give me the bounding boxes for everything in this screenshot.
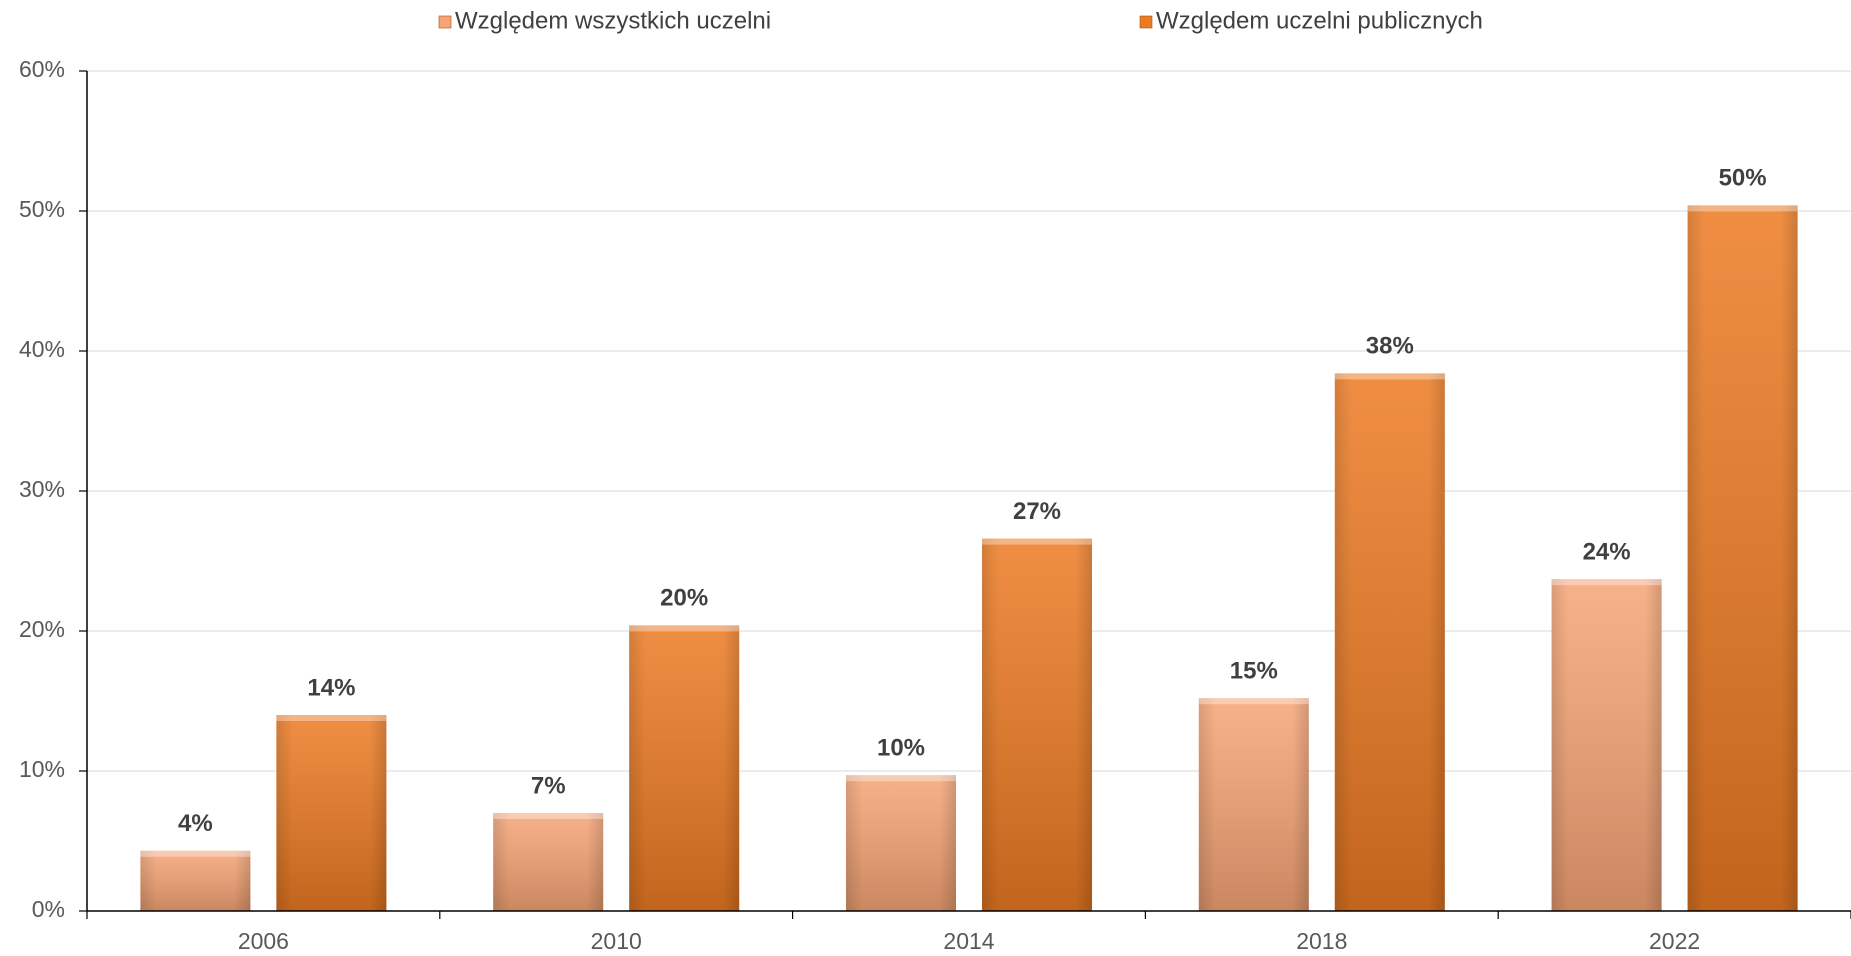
x-tick-label: 2018 (1296, 928, 1347, 954)
x-tick-label: 2014 (943, 928, 994, 954)
y-tick-label: 20% (19, 616, 65, 642)
bar-edge (629, 625, 740, 911)
value-label: 50% (1719, 165, 1767, 192)
bar-edge (493, 813, 604, 911)
value-label: 4% (178, 810, 213, 837)
y-tick-label: 0% (32, 896, 65, 922)
bar-cap (276, 715, 387, 721)
bar-cap (629, 625, 740, 632)
x-tick-label: 2006 (238, 928, 289, 954)
bar-edge (1551, 579, 1662, 911)
x-tick-label: 2010 (591, 928, 642, 954)
legend-swatch (1139, 15, 1153, 29)
bar-edge (1198, 698, 1309, 911)
bar-edge (846, 775, 956, 911)
x-tick-label: 2022 (1649, 928, 1700, 954)
bar-cap (1334, 373, 1445, 380)
bar-cap (846, 775, 956, 782)
y-tick-label: 60% (19, 56, 65, 82)
bar-cap (140, 850, 251, 857)
value-label: 7% (531, 772, 566, 799)
bar-edge (982, 538, 1092, 911)
bar-edge (276, 715, 387, 911)
value-label: 14% (307, 674, 355, 701)
bar-cap (493, 813, 604, 819)
y-tick-label: 50% (19, 196, 65, 222)
legend-label: Względem uczelni publicznych (1156, 7, 1483, 34)
bar-edge (1687, 205, 1798, 911)
legend-label: Względem wszystkich uczelni (455, 7, 771, 34)
bar-cap (1687, 205, 1798, 212)
value-label: 38% (1366, 333, 1414, 360)
y-tick-label: 10% (19, 756, 65, 782)
y-tick-label: 40% (19, 336, 65, 362)
legend-swatch (438, 15, 452, 29)
value-label: 15% (1230, 658, 1278, 685)
bar-cap (982, 538, 1092, 545)
value-label: 27% (1013, 498, 1061, 525)
bar-edge (140, 850, 251, 911)
bar-cap (1198, 698, 1309, 705)
bar-edge (1334, 373, 1445, 911)
bar-cap (1551, 579, 1662, 586)
y-tick-label: 30% (19, 476, 65, 502)
value-label: 24% (1583, 539, 1631, 566)
value-label: 10% (877, 735, 925, 762)
value-label: 20% (660, 585, 708, 612)
